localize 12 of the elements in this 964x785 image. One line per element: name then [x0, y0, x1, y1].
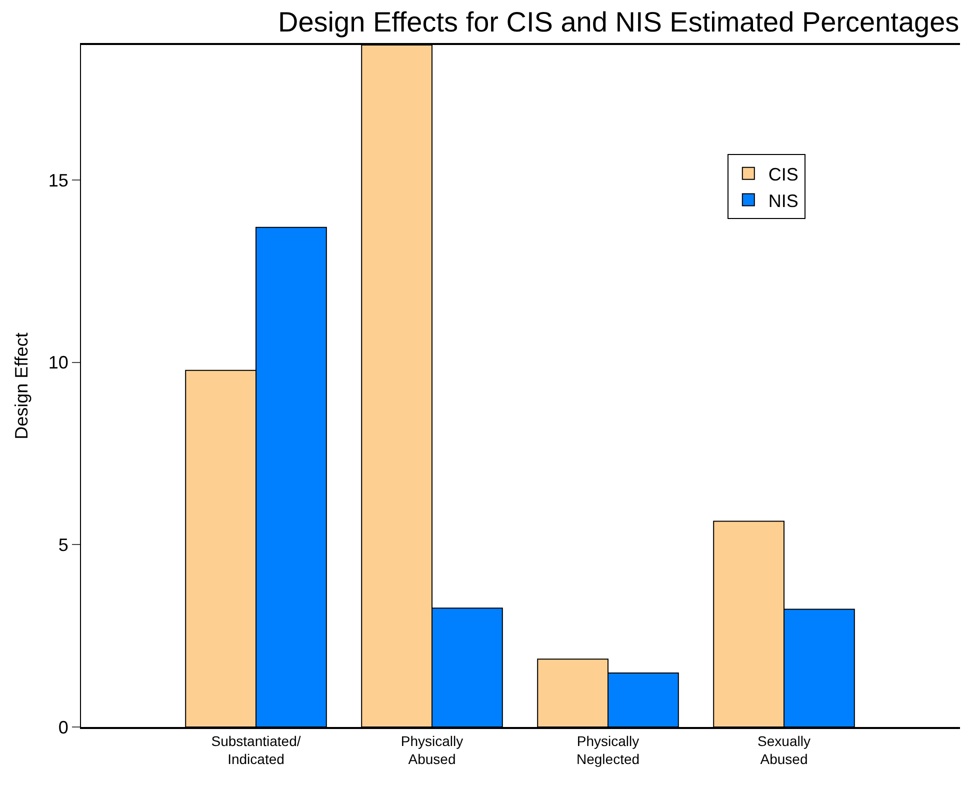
x-tick-label: Substantiated/ Indicated	[211, 732, 301, 767]
x-tick-label: Physically Neglected	[576, 732, 640, 767]
y-tick-label: 10	[48, 352, 68, 373]
legend-label: NIS	[768, 190, 798, 211]
y-tick-label: 15	[48, 170, 68, 190]
chart-title: Design Effects for CIS and NIS Estimated Percentages	[278, 6, 960, 38]
x-tick-label: Sexually Abused	[758, 732, 810, 767]
legend-label: CIS	[768, 164, 798, 184]
x-tick-label: Physically Abused	[400, 732, 464, 767]
y-tick-label: 0	[58, 717, 68, 738]
y-axis-title: Design Effect	[12, 332, 32, 440]
y-tick-label: 5	[58, 534, 68, 555]
